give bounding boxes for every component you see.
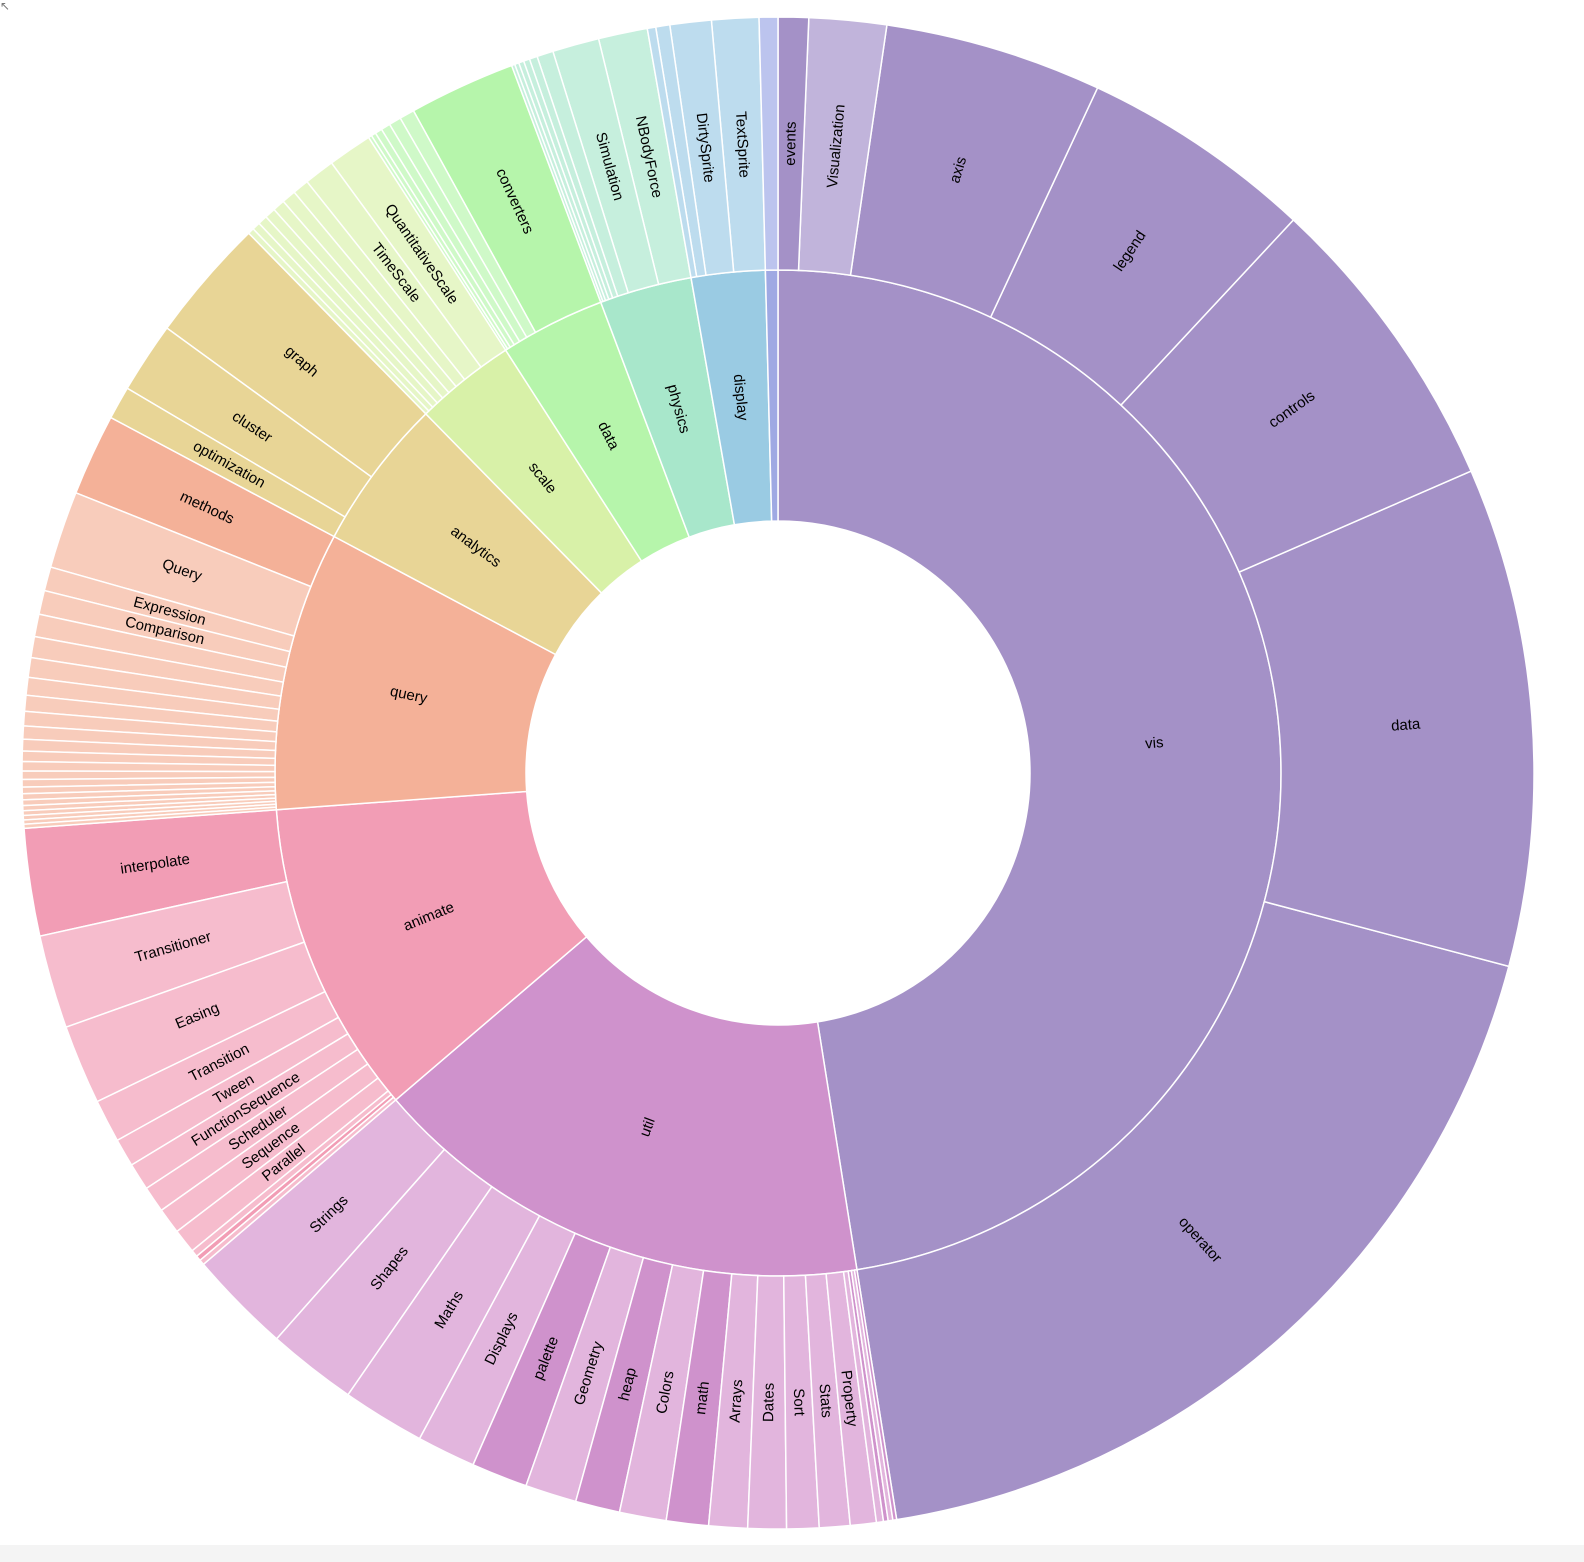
arc-util-math[interactable] [665, 1269, 733, 1527]
arc-query-expression[interactable] [43, 566, 295, 653]
arcs-layer [21, 16, 1535, 1530]
label-util-sort: Sort [790, 1388, 808, 1417]
arc-vis-events[interactable] [777, 16, 810, 272]
arc-util-dates[interactable] [746, 1274, 788, 1530]
arc-util-geometry[interactable] [525, 1246, 645, 1503]
arc-scale-segment-3[interactable] [282, 191, 458, 394]
label-util-property: Property [837, 1369, 860, 1428]
arc-util-stats[interactable] [804, 1272, 852, 1529]
arc-animate-scheduler[interactable] [145, 1048, 369, 1212]
arc-animate-transition[interactable] [96, 990, 340, 1142]
arc-query-segment-23[interactable] [22, 806, 278, 830]
arc-util-palette[interactable] [472, 1232, 612, 1487]
arc-util-heap[interactable] [574, 1256, 674, 1514]
arc-util-displays[interactable] [418, 1214, 577, 1466]
arc-animate-tween[interactable] [116, 1016, 349, 1167]
label-util-arrays: Arrays [727, 1379, 747, 1423]
bottom-strip [0, 1545, 1584, 1562]
arc-query-segment-8[interactable] [23, 694, 279, 733]
corner-arrow-icon: ↖ [0, 0, 11, 13]
arc-display-segment-3[interactable] [646, 26, 698, 279]
arc-animate-parallel[interactable] [175, 1077, 390, 1252]
arc-util-shapes[interactable] [275, 1148, 493, 1396]
arc-physics-segment-7[interactable] [510, 63, 604, 304]
arc-data-segment-6[interactable] [367, 134, 509, 352]
arc-util-maths[interactable] [346, 1185, 541, 1440]
arc-analytics-cluster[interactable] [126, 326, 373, 519]
arc-query-segment-4[interactable] [33, 613, 288, 684]
arc-scale-segment-2[interactable] [293, 180, 466, 388]
arc-query-segment-9[interactable] [22, 710, 278, 743]
arc-vis-controls[interactable] [1119, 218, 1473, 574]
arc-util-colors[interactable] [618, 1263, 705, 1522]
arc-query-segment-5[interactable] [30, 635, 285, 698]
arc-query-query[interactable] [49, 491, 312, 637]
arc-query-segment-6[interactable] [27, 656, 282, 711]
label-vis-events: events [782, 121, 800, 166]
arc-animate-segment-11[interactable] [198, 1096, 397, 1266]
arc-animate-easing[interactable] [65, 941, 327, 1103]
arc-physics-simulation[interactable] [551, 37, 660, 294]
label-util-stats: Stats [816, 1383, 836, 1418]
arc-display-segment-2[interactable] [654, 23, 707, 278]
arc-query-comparison[interactable] [37, 589, 291, 669]
arc-vis-data[interactable] [1238, 470, 1535, 968]
arc-animate-transitioner[interactable] [38, 880, 306, 1029]
label-util-math: math [692, 1380, 713, 1415]
arc-display-dirtysprite[interactable] [668, 19, 735, 277]
label-vis-axis: axis [946, 155, 970, 185]
arc-util-sort[interactable] [782, 1274, 821, 1530]
label-vis-data: data [1390, 716, 1421, 735]
arc-scale-timescale[interactable] [305, 161, 482, 381]
arc-animate-functionsequence[interactable] [130, 1032, 359, 1190]
label-util: util [636, 1115, 659, 1139]
label-display-textsprite: TextSprite [732, 111, 753, 179]
arc-scale-segment-8[interactable] [247, 227, 430, 415]
arc-util-arrays[interactable] [707, 1273, 759, 1530]
arc-util-segment-17[interactable] [853, 1268, 898, 1522]
arc-util-property[interactable] [825, 1270, 878, 1527]
label-util-dates: Dates [760, 1383, 778, 1422]
arc-vis-axis[interactable] [849, 24, 1099, 319]
label-display: display [730, 373, 752, 422]
arc-animate-sequence[interactable] [160, 1062, 380, 1233]
arc-analytics-optimization[interactable] [109, 387, 347, 538]
label-vis: vis [1145, 734, 1165, 752]
arc-vis-visualization[interactable] [797, 16, 888, 277]
arc-vis-legend[interactable] [989, 86, 1295, 407]
arc-vis-operator[interactable] [856, 900, 1510, 1521]
arc-physics-segment-2[interactable] [536, 50, 630, 298]
arc-segment-9-segment-0[interactable] [758, 16, 779, 271]
arc-query-segment-7[interactable] [25, 676, 280, 723]
arc-data-segment-1[interactable] [399, 109, 537, 339]
